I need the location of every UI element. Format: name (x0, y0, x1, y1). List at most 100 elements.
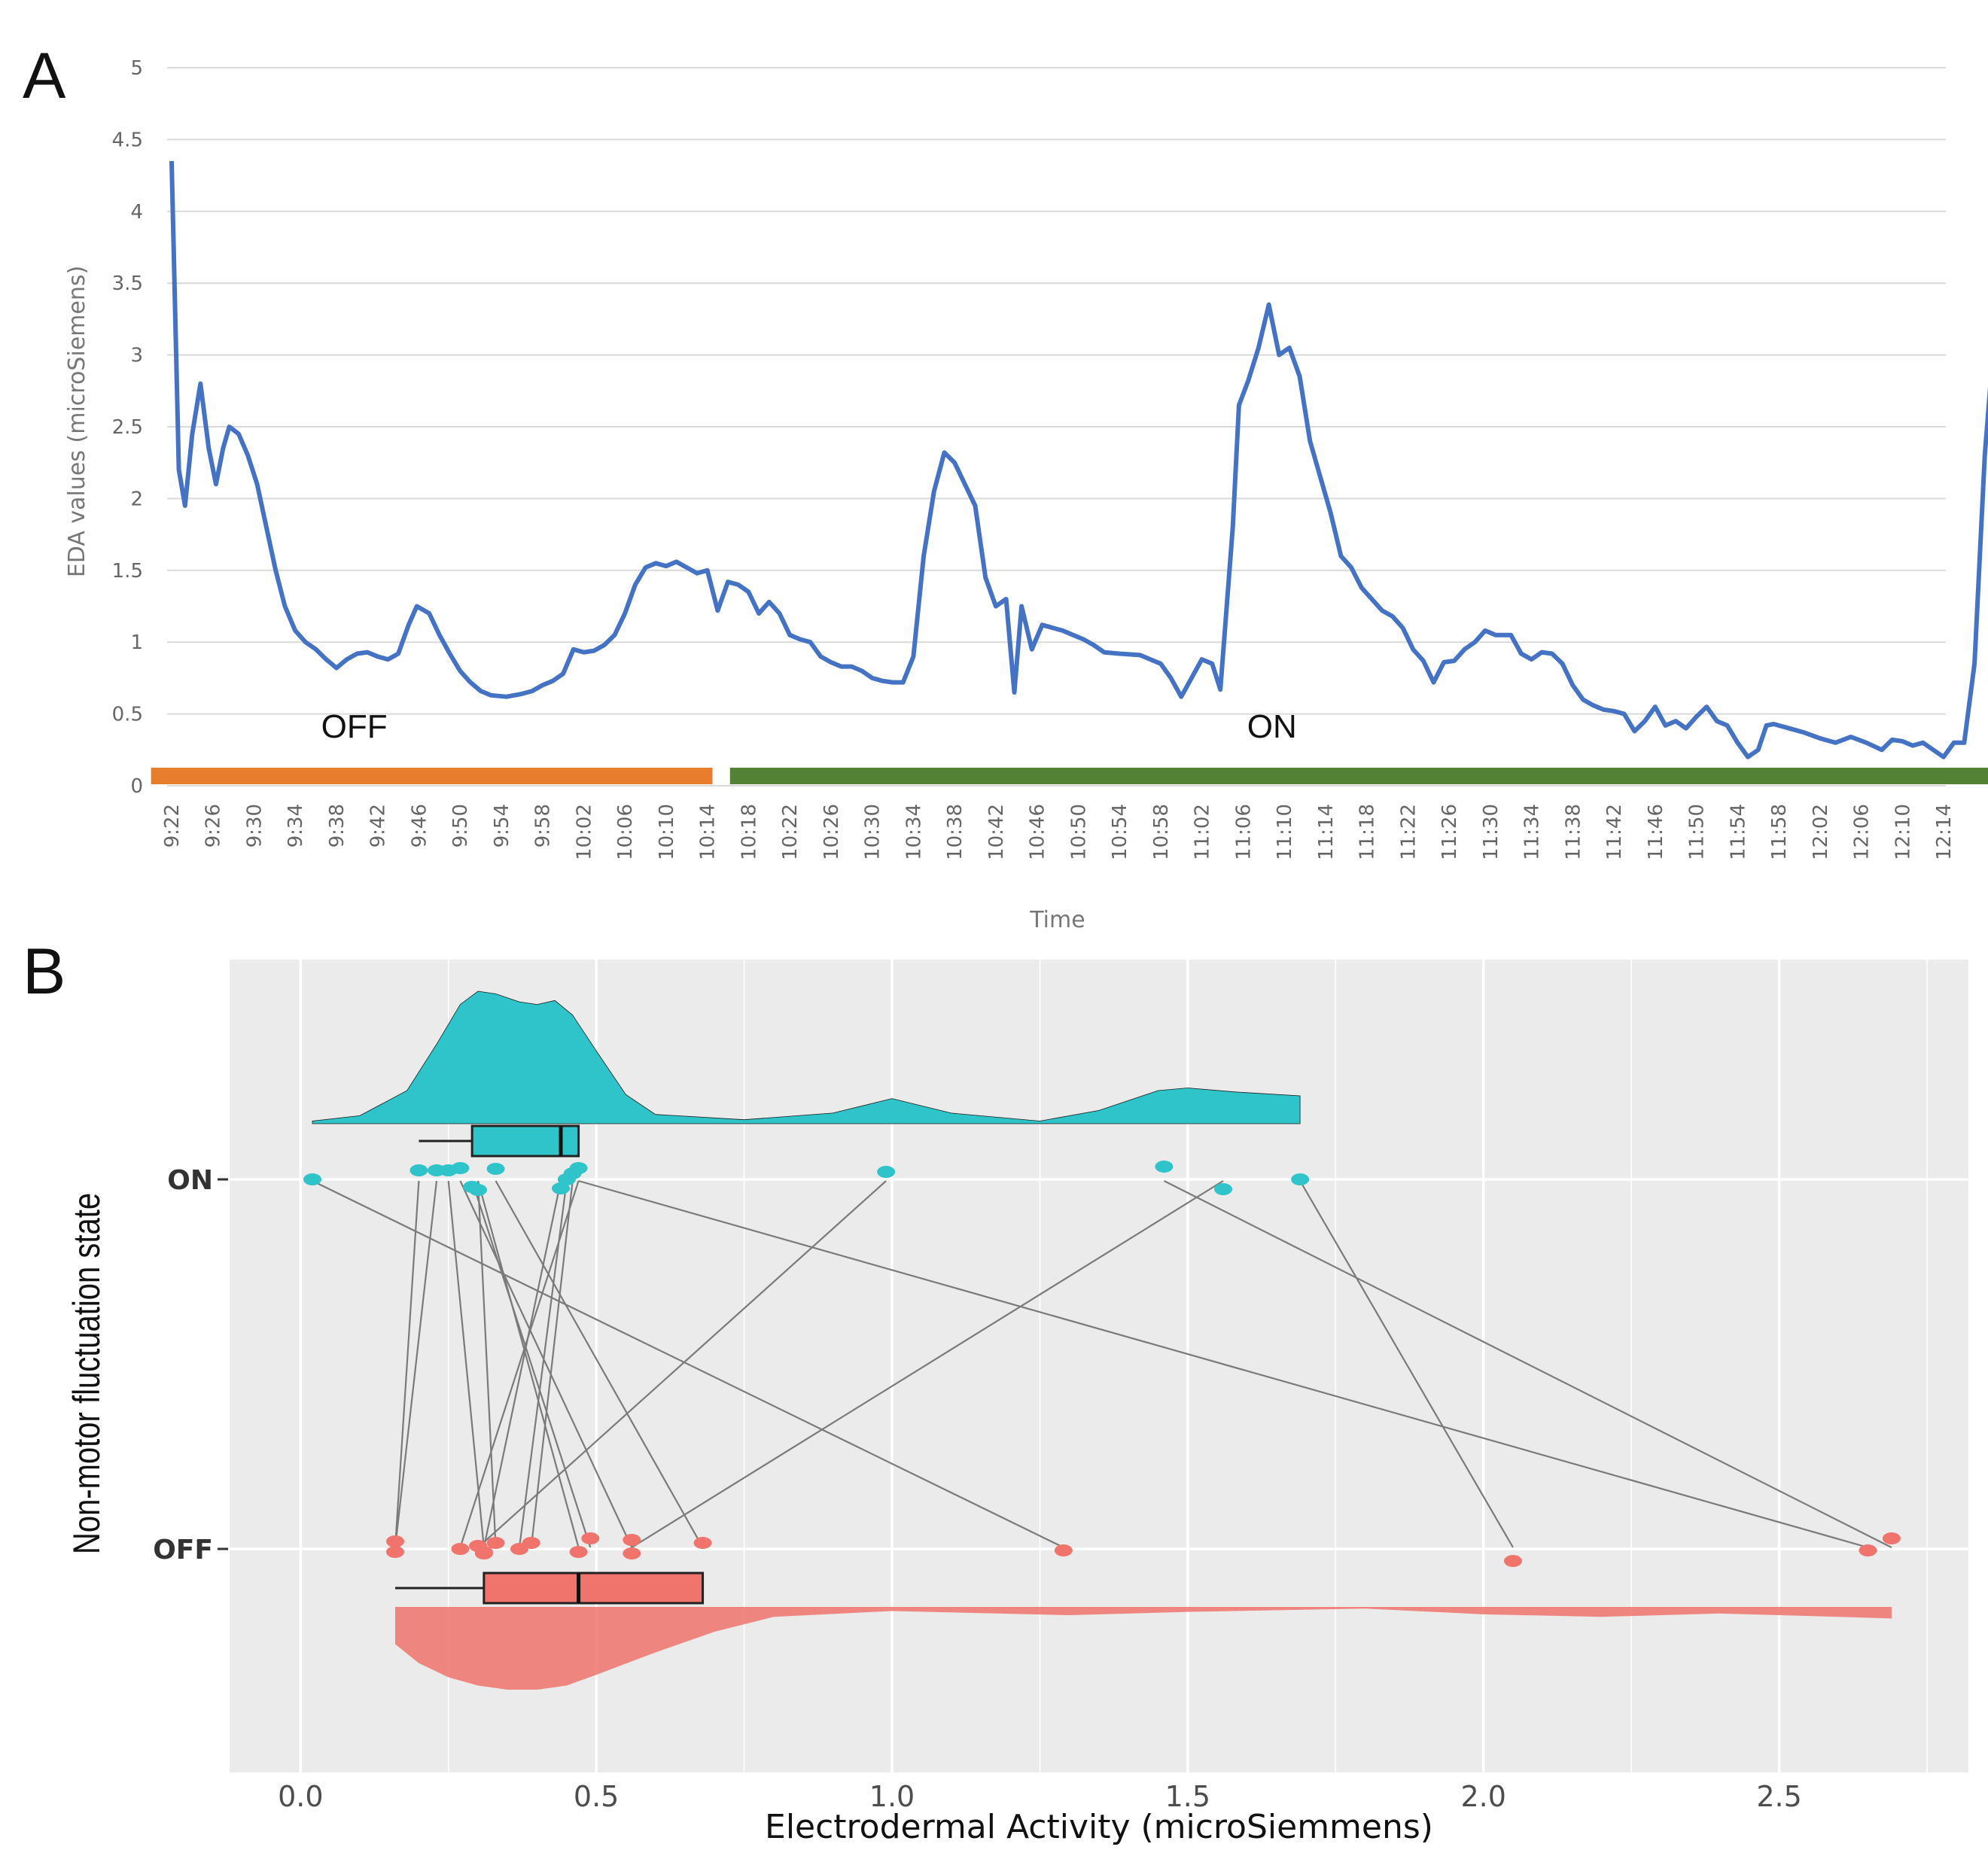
a-x-tick-label: 10:46 (1027, 804, 1049, 860)
b-point-off (1859, 1544, 1877, 1556)
panel-b-density-clouds (312, 990, 1892, 1690)
b-point-off (1054, 1544, 1073, 1556)
panel-a: A 0 0.5 1 1.5 2 2.5 3 3.5 4 4.5 5 9:22 9:26 9:30 9:34… (23, 40, 1988, 933)
b-pair-line (1299, 1180, 1514, 1548)
a-x-tick-label: 10:26 (820, 804, 843, 860)
a-y-tick-label: 5 (130, 57, 143, 80)
a-x-tick-label: 10:58 (1150, 804, 1173, 860)
b-x-tick-label: 1.5 (1165, 1780, 1210, 1813)
b-pair-line (476, 1180, 580, 1548)
a-x-tick-label: 9:50 (449, 804, 472, 847)
b-pair-line (471, 1180, 592, 1548)
b-x-tick-label: 1.0 (869, 1780, 915, 1813)
b-point-off (569, 1546, 588, 1558)
a-x-tick-label: 9:30 (243, 804, 266, 847)
a-x-tick-label: 12:14 (1933, 804, 1956, 860)
a-y-tick-label: 1.5 (112, 560, 143, 583)
panel-b-x-ticks: 0.0 0.5 1.0 1.5 2.0 2.5 (278, 1780, 1802, 1813)
b-pair-line (530, 1180, 574, 1548)
a-state-bar-off (151, 768, 713, 784)
a-y-tick-label: 2.5 (112, 416, 143, 439)
b-x-tick-label: 2.5 (1756, 1780, 1801, 1813)
b-point-on (486, 1163, 505, 1175)
b-pair-line (477, 1180, 887, 1548)
a-x-tick-label: 11:54 (1727, 804, 1749, 860)
b-pair-line (459, 1180, 633, 1548)
a-x-tick-label: 9:58 (532, 804, 555, 847)
a-x-tick-label: 9:34 (285, 804, 307, 847)
a-x-tick-label: 10:34 (903, 804, 925, 860)
a-x-tick-label: 10:06 (614, 804, 637, 860)
b-point-off (486, 1537, 505, 1549)
panel-a-x-ticks: 9:22 9:26 9:30 9:34 9:38 9:42 9:46 9:50 9:54 9:58… (161, 804, 1956, 860)
panel-a-state-bars: OFF ON (151, 708, 1988, 784)
b-point-off (1882, 1532, 1901, 1544)
a-x-tick-label: 10:14 (697, 804, 720, 860)
b-pair-line (394, 1180, 438, 1548)
b-pair-line (459, 1180, 580, 1548)
b-point-on (552, 1182, 570, 1194)
b-x-tick-label: 0.5 (574, 1780, 619, 1813)
panel-b-x-axis-title: Electrodermal Activity (microSiemmens) (765, 1808, 1433, 1846)
a-x-tick-label: 11:42 (1603, 804, 1626, 860)
b-pair-line (394, 1180, 420, 1548)
a-x-tick-label: 11:18 (1356, 804, 1379, 860)
a-x-tick-label: 11:26 (1438, 804, 1461, 860)
b-pair-line (483, 1180, 562, 1548)
a-x-tick-label: 10:02 (573, 804, 595, 860)
a-x-tick-label: 10:30 (862, 804, 884, 860)
a-x-tick-label: 11:30 (1480, 804, 1502, 860)
b-point-off (1504, 1555, 1522, 1567)
panel-b-y-ticks: ON OFF (153, 1165, 228, 1565)
a-x-tick-label: 11:34 (1521, 804, 1544, 860)
b-pair-line (312, 1180, 1064, 1548)
a-x-tick-label: 9:38 (326, 804, 349, 847)
panel-a-y-ticks: 0 0.5 1 1.5 2 2.5 3 3.5 4 4.5 5 (112, 57, 143, 798)
b-y-tick-label-off: OFF (153, 1535, 213, 1565)
panel-b-gridlines (152, 960, 1968, 1772)
panel-a-label: A (23, 40, 66, 112)
b-point-on (409, 1164, 428, 1176)
a-state-label-on: ON (1247, 708, 1297, 745)
a-y-tick-label: 2 (130, 488, 143, 510)
b-point-on (877, 1166, 896, 1178)
a-y-tick-label: 3 (130, 345, 143, 367)
panel-a-gridlines (167, 67, 1946, 787)
b-point-on (1214, 1183, 1232, 1195)
a-y-tick-label: 4.5 (112, 129, 143, 151)
b-point-off (474, 1547, 493, 1559)
b-pair-line (447, 1180, 485, 1548)
a-x-tick-label: 11:06 (1232, 804, 1255, 860)
a-x-tick-label: 12:10 (1892, 804, 1914, 860)
b-point-off (693, 1537, 712, 1549)
a-x-tick-label: 10:42 (985, 804, 1008, 860)
b-pair-line (1163, 1180, 1892, 1548)
b-point-off (623, 1547, 641, 1559)
a-y-tick-label: 3.5 (112, 272, 143, 295)
a-x-tick-label: 9:26 (202, 804, 225, 847)
a-x-tick-label: 12:02 (1810, 804, 1832, 860)
b-point-on (451, 1162, 470, 1174)
panel-b-label: B (23, 936, 65, 1008)
a-x-tick-label: 10:38 (944, 804, 967, 860)
panel-b-y-axis-title: Non-motor fluctuation state (65, 1193, 108, 1554)
b-pair-line (578, 1179, 1868, 1549)
a-x-tick-label: 11:46 (1645, 804, 1667, 860)
a-y-tick-label: 0 (130, 775, 143, 798)
b-point-on (1155, 1161, 1174, 1173)
panel-b-points (303, 1161, 1901, 1567)
panel-a-y-axis-title: EDA values (microSiemens) (64, 266, 90, 577)
b-pair-line (631, 1180, 1224, 1548)
a-x-tick-label: 10:50 (1067, 804, 1090, 860)
panel-b: B 0.0 0.5 1.0 1.5 2.0 2.5 ON OFF Electrodermal… (23, 936, 1968, 1846)
a-x-tick-label: 11:10 (1274, 804, 1296, 860)
panel-b-boxplots (395, 1124, 705, 1605)
a-state-bar-on (729, 768, 1988, 784)
a-y-tick-label: 0.5 (112, 704, 143, 726)
panel-a-eda-line (169, 160, 1988, 759)
a-x-tick-label: 10:18 (738, 804, 760, 860)
a-x-tick-label: 9:46 (408, 804, 431, 847)
a-x-tick-label: 10:10 (656, 804, 678, 860)
a-x-tick-label: 10:22 (779, 804, 802, 860)
